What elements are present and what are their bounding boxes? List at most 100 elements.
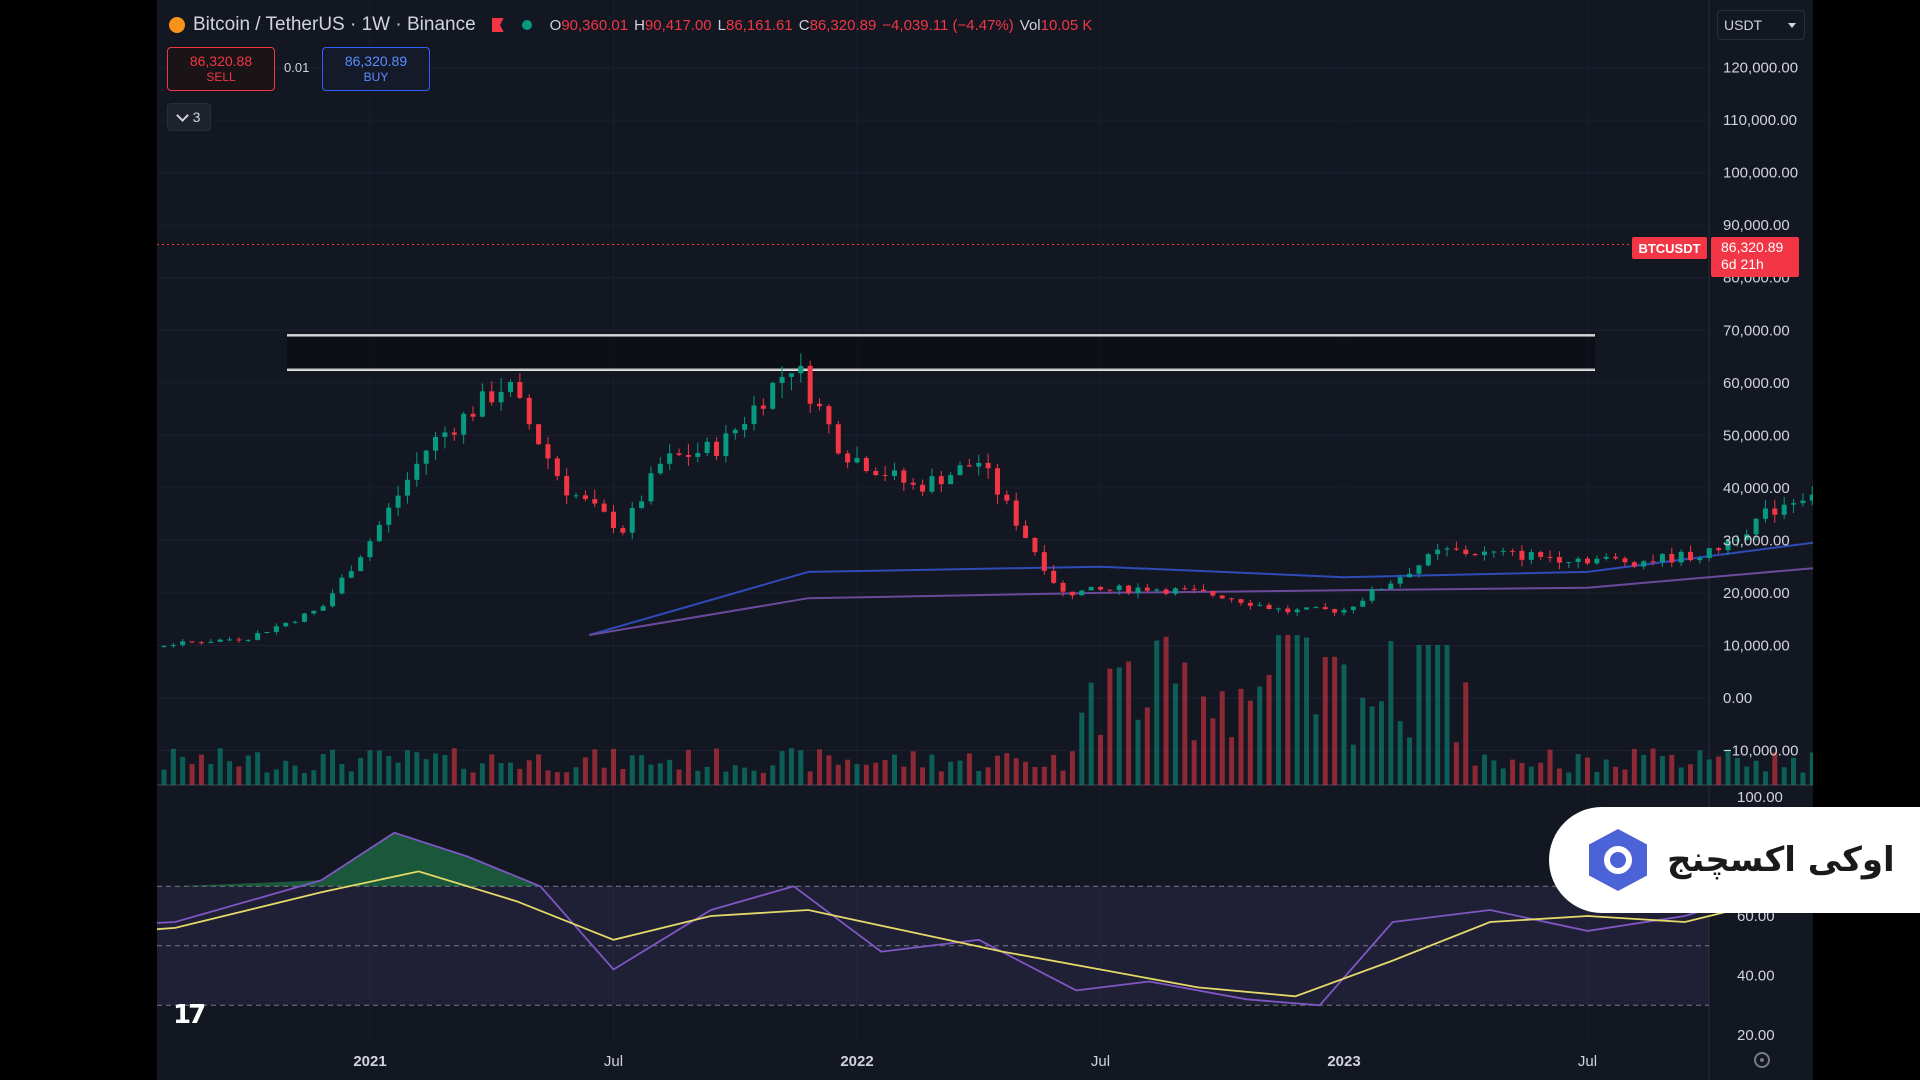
volume-bar — [1004, 753, 1010, 785]
candle-body — [1463, 549, 1469, 555]
candle-body — [1706, 548, 1712, 559]
volume-bar — [723, 771, 729, 785]
volume-bar — [236, 766, 242, 785]
candle-body — [985, 462, 991, 469]
volume-bar — [985, 767, 991, 785]
indicators-toggle[interactable]: 3 — [167, 103, 211, 131]
volume-bar — [854, 764, 860, 785]
volume-bar — [948, 761, 954, 785]
volume-bar — [536, 754, 542, 785]
volume-bar — [1491, 760, 1497, 785]
volume-bar — [217, 748, 223, 785]
volume-bar — [1556, 768, 1562, 785]
candle-body — [1453, 548, 1459, 550]
buy-button[interactable]: 86,320.89 BUY — [322, 47, 430, 91]
candle-body — [1332, 609, 1338, 613]
rsi-line — [157, 831, 1813, 1007]
volume-bar — [1453, 742, 1459, 785]
candle-body — [292, 621, 298, 623]
symbol-title[interactable]: Bitcoin / TetherUS · 1W · Binance — [193, 14, 476, 35]
price-tick-label: 120,000.00 — [1723, 60, 1798, 77]
candle-body — [564, 476, 570, 496]
flag-icon[interactable] — [491, 18, 504, 32]
sell-label: SELL — [206, 70, 236, 84]
candle-body — [283, 622, 289, 627]
volume-bar — [751, 770, 757, 785]
volume-bar — [1444, 645, 1450, 785]
volume-bar — [1088, 682, 1094, 785]
volume-bar — [582, 757, 588, 785]
candle-body — [1622, 558, 1628, 563]
candle-body — [1107, 589, 1113, 591]
candle-body — [1041, 552, 1047, 571]
candle-body — [311, 610, 317, 614]
candle-body — [1725, 540, 1731, 551]
candle-body — [1266, 604, 1272, 610]
candle-body — [1172, 588, 1178, 594]
volume-bar — [1435, 645, 1441, 785]
chart-frame[interactable]: 120,000.00 110,000.00 100,000.00 90,000.00 8… — [157, 0, 1813, 1080]
volume-bar — [1519, 762, 1525, 785]
price-tick-label: 0.00 — [1723, 690, 1752, 707]
change-value: −4,039.11 (−4.47%) — [882, 16, 1014, 34]
candle-body — [1407, 573, 1413, 578]
low-value: 86,161.61 — [725, 16, 793, 34]
candle-body — [1547, 556, 1553, 558]
candle-body — [1304, 607, 1310, 610]
volume-bar — [882, 760, 888, 785]
time-tick-label: 2023 — [1327, 1053, 1360, 1070]
volume-bar — [611, 748, 616, 785]
volume-bar — [629, 755, 635, 785]
candle-body — [994, 468, 1000, 495]
volume-bar — [1172, 683, 1178, 785]
settings-icon[interactable] — [1754, 1052, 1770, 1068]
candle-body — [367, 541, 373, 558]
volume-bar — [1107, 668, 1113, 785]
candle-body — [1397, 577, 1403, 584]
candle-body — [798, 365, 804, 374]
candle-body — [1697, 558, 1703, 561]
candle-body — [348, 571, 354, 578]
candle-body — [1659, 553, 1665, 563]
candle-body — [657, 463, 663, 474]
candle-body — [1425, 554, 1431, 566]
currency-value: USDT — [1724, 17, 1763, 33]
volume-bar — [273, 769, 279, 785]
market-status-icon — [521, 20, 532, 30]
candle-body — [948, 475, 954, 485]
candle-body — [395, 495, 401, 508]
currency-select[interactable]: USDT — [1717, 10, 1805, 40]
quantity-value[interactable]: 0.01 — [284, 60, 310, 75]
candle-body — [1800, 500, 1806, 504]
volume-bar — [395, 762, 401, 785]
candle-body — [573, 495, 579, 497]
candle-body — [1744, 534, 1750, 540]
candle-body — [751, 405, 757, 425]
ma-slow-line — [589, 567, 1813, 636]
chart-header[interactable]: Bitcoin / TetherUS · 1W · Binance O90,36… — [169, 13, 1092, 37]
candle-body — [1013, 500, 1019, 526]
candle-body — [901, 470, 907, 483]
candle-body — [1500, 550, 1506, 552]
candle-body — [1201, 589, 1207, 592]
price-chart[interactable]: 120,000.00 110,000.00 100,000.00 90,000.00 8… — [157, 0, 1813, 1080]
candle-body — [1641, 561, 1647, 567]
rsi-pane — [157, 831, 1813, 1007]
sell-button[interactable]: 86,320.88 SELL — [167, 47, 275, 91]
buy-price: 86,320.89 — [344, 53, 408, 69]
candle-body — [507, 382, 513, 392]
price-tick-label: 10,000.00 — [1723, 637, 1790, 654]
volume-bar — [526, 760, 532, 785]
volume-bar — [1388, 641, 1394, 785]
volume-bar — [1781, 767, 1787, 785]
volume-bar — [1416, 645, 1422, 785]
candle-body — [1772, 508, 1778, 515]
volume-bar — [1191, 740, 1197, 785]
candle-body — [817, 403, 823, 407]
volume-bar — [807, 771, 813, 785]
horizontal-lines[interactable] — [157, 244, 1707, 371]
candle-body — [1004, 494, 1010, 501]
volume-bar — [770, 765, 776, 785]
volume-bar — [1313, 714, 1319, 785]
time-tick-label: 2021 — [353, 1053, 386, 1070]
